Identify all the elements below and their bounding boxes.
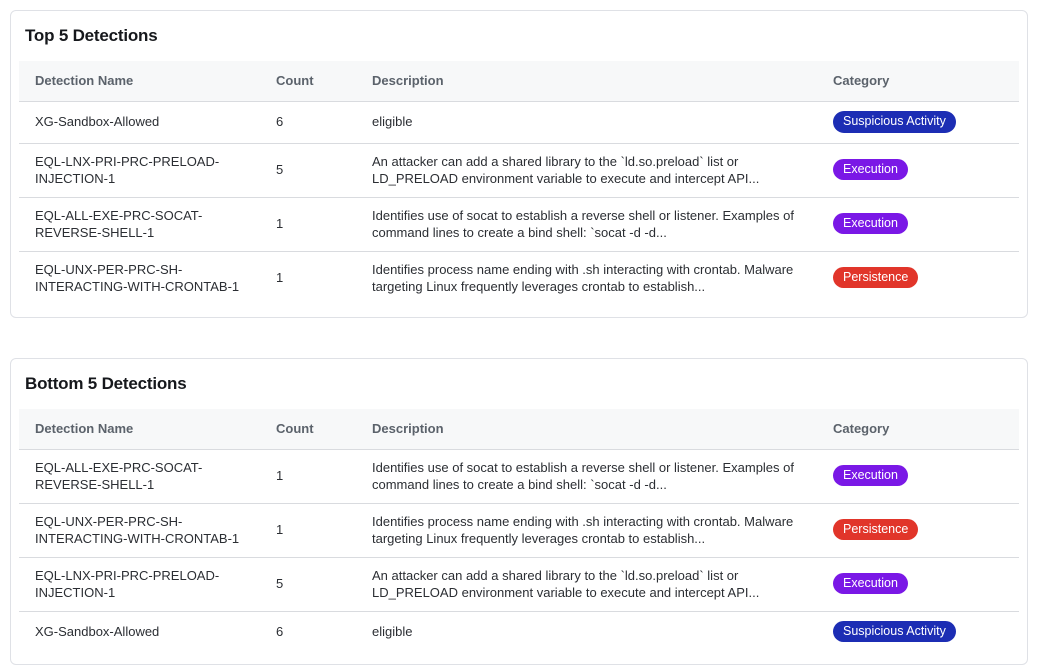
detection-description-cell: Identifies process name ending with .sh … — [356, 250, 817, 305]
column-header-count: Count — [260, 408, 356, 449]
detection-category-cell: Persistence — [817, 250, 1019, 305]
detection-name-cell: EQL-LNX-PRI-PRC-PRELOAD-INJECTION-1 — [19, 142, 260, 197]
category-badge: Suspicious Activity — [833, 111, 956, 133]
detection-count-cell: 6 — [260, 610, 356, 652]
detection-category-cell: Execution — [817, 142, 1019, 197]
column-header-category: Category — [817, 61, 1019, 102]
detection-name-cell: EQL-UNX-PER-PRC-SH-INTERACTING-WITH-CRON… — [19, 250, 260, 305]
detection-description-cell: An attacker can add a shared library to … — [356, 142, 817, 197]
detection-category-cell: Suspicious Activity — [817, 101, 1019, 143]
detection-name-cell: EQL-UNX-PER-PRC-SH-INTERACTING-WITH-CRON… — [19, 502, 260, 557]
detection-count-cell: 1 — [260, 448, 356, 503]
category-badge: Execution — [833, 464, 908, 487]
detection-count-cell: 1 — [260, 502, 356, 557]
detection-name-cell: EQL-LNX-PRI-PRC-PRELOAD-INJECTION-1 — [19, 556, 260, 611]
detection-name-cell: XG-Sandbox-Allowed — [19, 101, 260, 143]
detection-name-cell: EQL-ALL-EXE-PRC-SOCAT-REVERSE-SHELL-1 — [19, 448, 260, 503]
detection-row: EQL-ALL-EXE-PRC-SOCAT-REVERSE-SHELL-1 1 Id… — [19, 196, 1019, 251]
bottom-detections-table: Detection Name Count Description Categor… — [19, 408, 1019, 652]
detection-description-cell: Identifies use of socat to establish a r… — [356, 448, 817, 503]
bottom-detections-title: Bottom 5 Detections — [25, 373, 187, 393]
column-header-description: Description — [356, 408, 817, 449]
detection-description-cell: An attacker can add a shared library to … — [356, 556, 817, 611]
detection-name-cell: XG-Sandbox-Allowed — [19, 610, 260, 652]
detection-description-cell: Identifies use of socat to establish a r… — [356, 196, 817, 251]
category-badge: Execution — [833, 212, 908, 235]
detection-description-cell: eligible — [356, 101, 817, 143]
detection-category-cell: Suspicious Activity — [817, 610, 1019, 652]
detection-category-cell: Persistence — [817, 502, 1019, 557]
detection-count-cell: 5 — [260, 556, 356, 611]
column-header-category: Category — [817, 408, 1019, 449]
top-detections-title: Top 5 Detections — [25, 26, 158, 45]
detection-row: XG-Sandbox-Allowed 6 eligible Suspicious Ac… — [19, 610, 1019, 652]
column-header-count: Count — [260, 61, 356, 102]
detection-row: EQL-LNX-PRI-PRC-PRELOAD-INJECTION-1 5 An a… — [19, 556, 1019, 611]
detection-row: EQL-UNX-PER-PRC-SH-INTERACTING-WITH-CRON… — [19, 502, 1019, 557]
top-detections-card: Top 5 Detections Detection Name Count De… — [10, 10, 1028, 318]
detection-row: XG-Sandbox-Allowed 6 eligible Suspicious Ac… — [19, 101, 1019, 143]
detection-row: EQL-LNX-PRI-PRC-PRELOAD-INJECTION-1 5 An a… — [19, 142, 1019, 197]
column-header-description: Description — [356, 61, 817, 102]
category-badge: Execution — [833, 158, 908, 181]
top-detections-table: Detection Name Count Description Categor… — [19, 61, 1019, 305]
category-badge: Suspicious Activity — [833, 620, 956, 642]
category-badge: Persistence — [833, 518, 919, 541]
table-header-row: Detection Name Count Description Categor… — [19, 61, 1019, 102]
detection-category-cell: Execution — [817, 196, 1019, 251]
detection-name-cell: EQL-ALL-EXE-PRC-SOCAT-REVERSE-SHELL-1 — [19, 196, 260, 251]
category-badge: Execution — [833, 572, 908, 595]
detection-count-cell: 6 — [260, 101, 356, 143]
table-header-row: Detection Name Count Description Categor… — [19, 408, 1019, 449]
column-header-detection-name: Detection Name — [19, 61, 260, 102]
detection-count-cell: 1 — [260, 196, 356, 251]
detection-count-cell: 1 — [260, 250, 356, 305]
detection-category-cell: Execution — [817, 448, 1019, 503]
detection-category-cell: Execution — [817, 556, 1019, 611]
category-badge: Persistence — [833, 266, 919, 289]
detection-description-cell: eligible — [356, 610, 817, 652]
detection-count-cell: 5 — [260, 142, 356, 197]
detection-description-cell: Identifies process name ending with .sh … — [356, 502, 817, 557]
bottom-detections-card: Bottom 5 Detections Detection Name Count… — [10, 357, 1028, 665]
detection-row: EQL-UNX-PER-PRC-SH-INTERACTING-WITH-CRON… — [19, 250, 1019, 305]
column-header-detection-name: Detection Name — [19, 408, 260, 449]
detection-row: EQL-ALL-EXE-PRC-SOCAT-REVERSE-SHELL-1 1 Id… — [19, 448, 1019, 503]
